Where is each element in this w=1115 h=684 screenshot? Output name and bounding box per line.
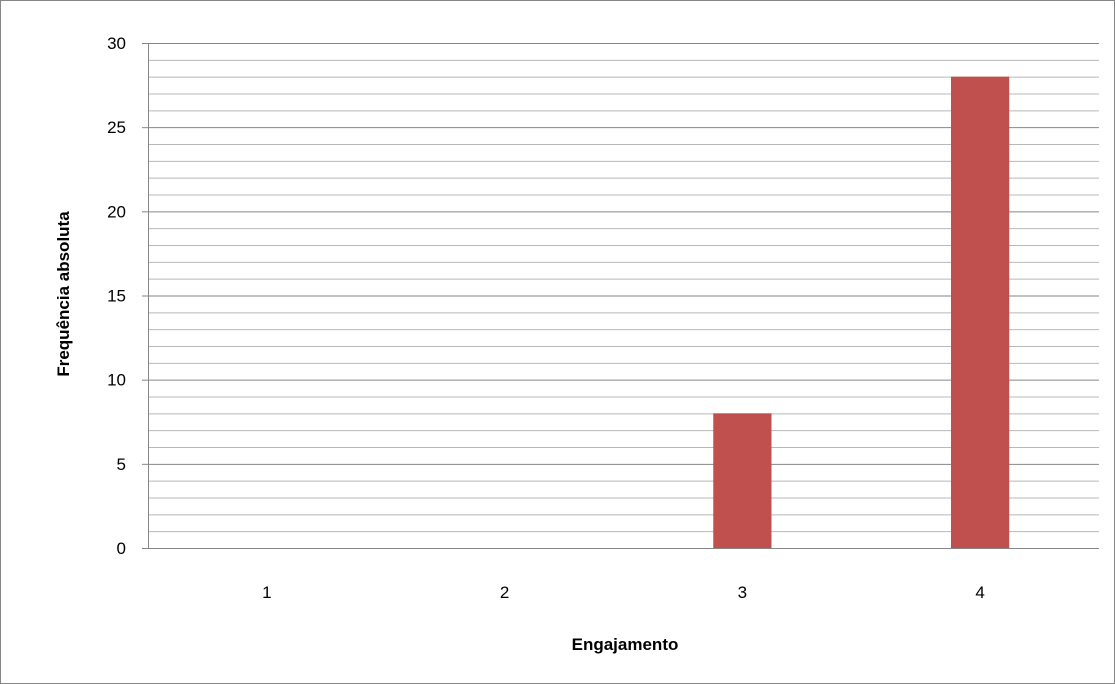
bar-4 (951, 76, 1010, 549)
gridlines (148, 43, 1099, 533)
axes (142, 43, 1099, 549)
y-tick-label: 10 (107, 371, 126, 390)
y-tick-label: 15 (107, 287, 126, 306)
x-axis-title: Engajamento (572, 635, 679, 654)
x-tick-label: 4 (975, 583, 984, 602)
bar-3 (713, 413, 772, 548)
x-tick-label: 2 (500, 583, 509, 602)
bars (713, 76, 1010, 549)
y-tick-label: 20 (107, 202, 126, 221)
y-tick-label: 25 (107, 118, 126, 137)
x-tick-label: 1 (262, 583, 271, 602)
x-tick-label: 3 (738, 583, 747, 602)
y-tick-label: 0 (117, 539, 126, 558)
y-axis-title: Frequência absoluta (54, 211, 73, 377)
tick-labels: 0 5 10 15 20 25 30 1 2 3 4 (107, 34, 985, 602)
y-tick-label: 30 (107, 34, 126, 53)
y-tick-label: 5 (117, 455, 126, 474)
